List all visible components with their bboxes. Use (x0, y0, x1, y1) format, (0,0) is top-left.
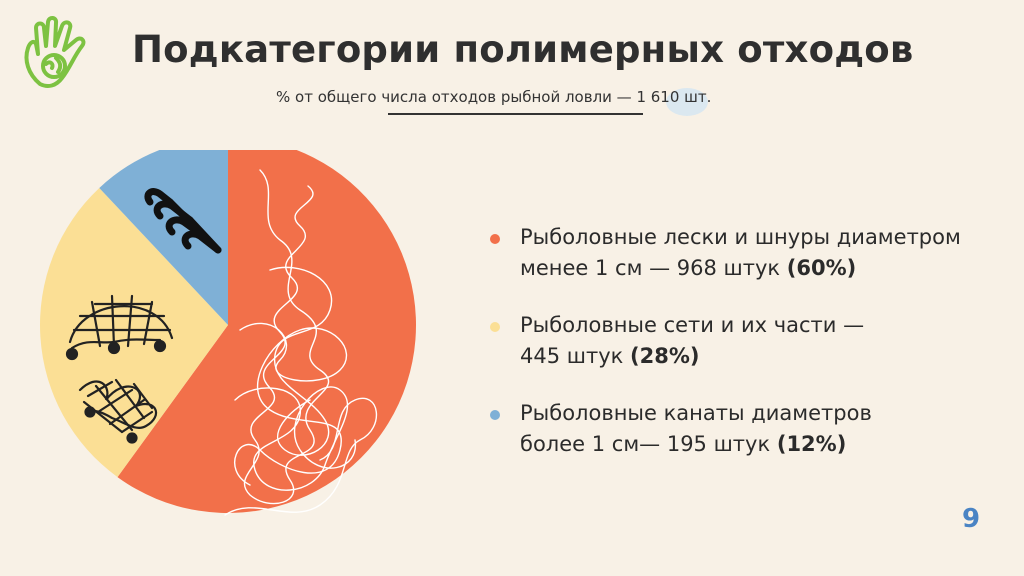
legend-item-nets: Рыболовные сети и их части — 445 штук (28… (490, 310, 1010, 372)
legend-label-line2: более 1 см— 195 штук (12%) (520, 429, 1010, 460)
legend-label-line1: Рыболовные сети и их части — (520, 313, 865, 337)
legend-label: Рыболовные лески и шнуры диаметром менее … (520, 222, 1010, 284)
legend-label-line2: менее 1 см — 968 штук (60%) (520, 253, 1010, 284)
legend-label-line1: Рыболовные лески и шнуры диаметром (520, 225, 961, 249)
legend-dot (490, 234, 500, 244)
hand-earth-logo-icon (24, 16, 86, 88)
highlight-blob (666, 88, 708, 116)
legend-percent: (12%) (776, 432, 847, 456)
legend-label: Рыболовные канаты диаметров более 1 см— 1… (520, 398, 1010, 460)
legend-item-lines: Рыболовные лески и шнуры диаметром менее … (490, 222, 1010, 284)
pie-slice-ropes (99, 150, 228, 325)
pie-slice-lines (117, 150, 416, 513)
chart-legend: Рыболовные лески и шнуры диаметром менее … (490, 222, 1010, 486)
page-title: Подкатегории полимерных отходов (132, 28, 914, 71)
subtitle: % от общего числа отходов рыбной ловли —… (276, 88, 712, 106)
net-fragment-icon (78, 378, 158, 444)
fishing-net-icon (65, 294, 174, 361)
legend-dot (490, 322, 500, 332)
legend-percent: (28%) (630, 344, 700, 368)
legend-label: Рыболовные сети и их части — 445 штук (28… (520, 310, 1010, 372)
page-number: 9 (962, 504, 981, 534)
legend-dot (490, 410, 500, 420)
tangled-fishing-line-icon (224, 169, 377, 516)
pie-chart (40, 150, 416, 516)
legend-count-text: 445 штук (520, 344, 630, 368)
legend-item-ropes: Рыболовные канаты диаметров более 1 см— 1… (490, 398, 1010, 460)
legend-label-line1: Рыболовные канаты диаметров (520, 401, 872, 425)
legend-count-text: менее 1 см — 968 штук (520, 256, 787, 280)
legend-percent: (60%) (786, 256, 857, 280)
subtitle-underline (388, 113, 643, 115)
legend-count-text: более 1 см— 195 штук (520, 432, 777, 456)
legend-label-line2: 445 штук (28%) (520, 341, 1010, 372)
coiled-rope-icon (144, 188, 222, 254)
